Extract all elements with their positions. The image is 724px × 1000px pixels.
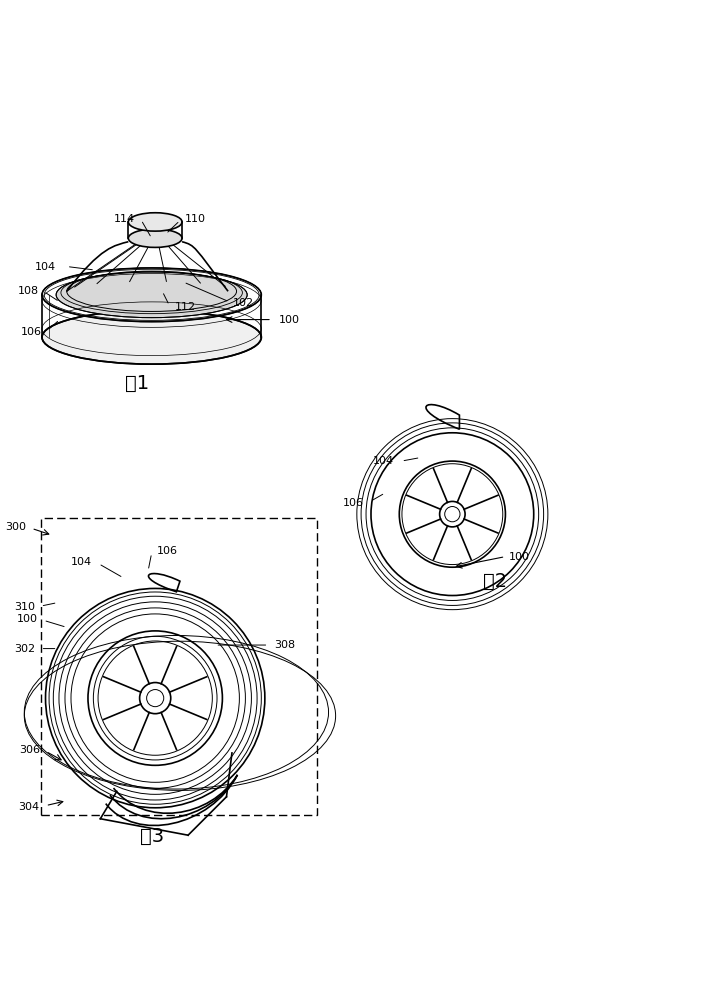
- Text: 102: 102: [233, 298, 254, 308]
- Text: 100: 100: [509, 552, 530, 562]
- Text: 104: 104: [70, 557, 91, 567]
- Text: 106: 106: [343, 498, 364, 508]
- Ellipse shape: [42, 310, 261, 364]
- Ellipse shape: [128, 213, 182, 231]
- Text: 308: 308: [274, 640, 295, 650]
- Ellipse shape: [56, 272, 247, 318]
- Text: 310: 310: [14, 602, 35, 612]
- Text: 108: 108: [18, 286, 39, 296]
- Text: 300: 300: [5, 522, 26, 532]
- Text: 110: 110: [185, 214, 206, 224]
- Text: 104: 104: [373, 456, 395, 466]
- Text: 图1: 图1: [125, 374, 150, 393]
- Text: 112: 112: [175, 302, 196, 312]
- Text: 302: 302: [14, 644, 35, 654]
- Text: 100: 100: [17, 614, 38, 624]
- Ellipse shape: [128, 229, 182, 247]
- Text: 图2: 图2: [483, 572, 507, 591]
- Text: 100: 100: [279, 315, 300, 325]
- Text: 图3: 图3: [140, 827, 164, 846]
- Text: 304: 304: [18, 802, 39, 812]
- Text: 114: 114: [114, 214, 135, 224]
- Text: 106: 106: [156, 546, 177, 556]
- Text: 106: 106: [21, 327, 42, 337]
- Text: 306: 306: [19, 745, 40, 755]
- Text: 104: 104: [35, 262, 56, 272]
